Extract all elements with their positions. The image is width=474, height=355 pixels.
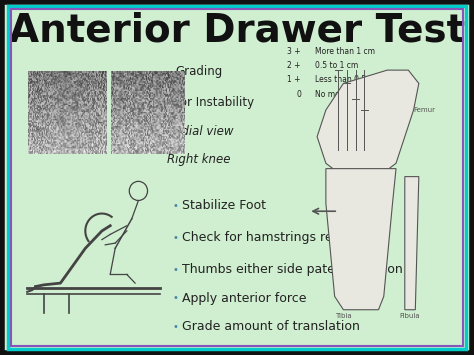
Text: No movement: No movement: [315, 89, 369, 99]
Text: Grading: Grading: [175, 65, 223, 77]
Text: 1 +: 1 +: [288, 75, 301, 84]
Text: Grade amount of translation: Grade amount of translation: [182, 320, 360, 333]
Text: 3 +: 3 +: [287, 47, 301, 56]
Text: •: •: [173, 265, 178, 275]
Text: Check for hamstrings relaxation: Check for hamstrings relaxation: [182, 231, 383, 244]
Text: Less than 0.5 cm: Less than 0.5 cm: [315, 75, 380, 84]
Text: 2 +: 2 +: [288, 61, 301, 70]
Text: More than 1 cm: More than 1 cm: [315, 47, 375, 56]
Text: Thumbs either side patellar tendon: Thumbs either side patellar tendon: [182, 263, 403, 276]
Text: Fibula: Fibula: [400, 313, 420, 319]
Text: Tibia: Tibia: [335, 313, 352, 319]
Text: Medial view: Medial view: [164, 125, 234, 138]
Text: •: •: [173, 233, 178, 243]
Text: •: •: [173, 322, 178, 332]
Text: 0: 0: [296, 89, 301, 99]
Text: Anterior Drawer Test: Anterior Drawer Test: [9, 11, 465, 49]
Text: •: •: [173, 201, 178, 211]
Text: •: •: [173, 293, 178, 303]
Polygon shape: [326, 169, 396, 310]
Text: Apply anterior force: Apply anterior force: [182, 292, 307, 305]
Text: Right knee: Right knee: [167, 153, 231, 166]
Text: Femur: Femur: [413, 107, 436, 113]
Polygon shape: [405, 177, 419, 310]
Text: Stabilize Foot: Stabilize Foot: [182, 200, 266, 212]
Text: Anterior Instability: Anterior Instability: [144, 97, 254, 109]
Polygon shape: [317, 70, 419, 177]
Text: 0.5 to 1 cm: 0.5 to 1 cm: [315, 61, 358, 70]
